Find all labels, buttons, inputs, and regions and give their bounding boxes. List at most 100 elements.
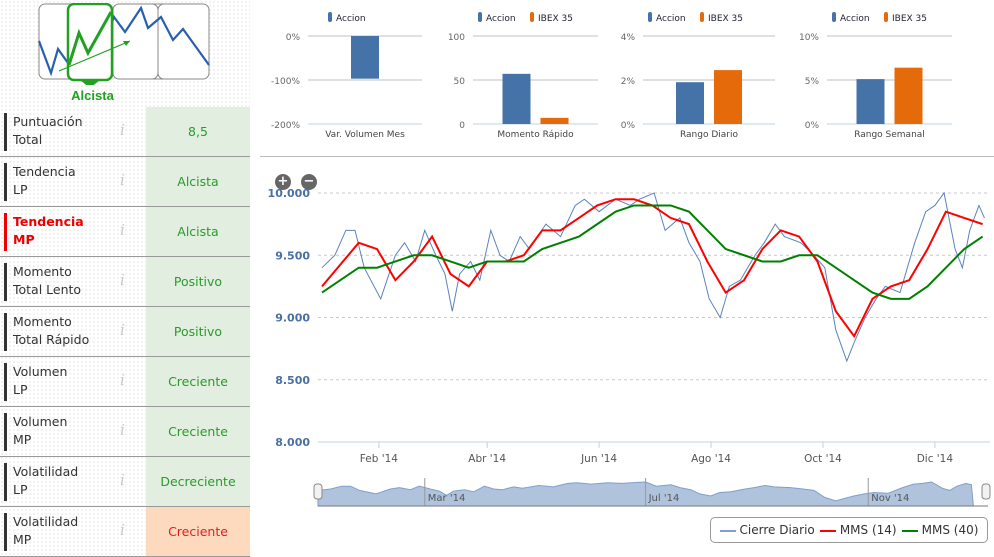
y-tick-label: 4% (621, 33, 636, 43)
navigator-handle-right[interactable] (981, 483, 991, 500)
bar-ibex-35 (894, 67, 923, 124)
zoom-in-button[interactable]: + (275, 174, 291, 190)
x-tick-label: Dic '14 (917, 453, 954, 465)
indicator-label: Volumen MP (4, 413, 124, 451)
navigator-handle-left[interactable] (313, 483, 323, 500)
label-line1: Puntuación (13, 114, 83, 129)
legend-swatch (819, 529, 836, 532)
info-icon[interactable]: i (120, 171, 125, 189)
indicator-row: Momento Total Rápido i Positivo (0, 307, 250, 357)
trend-label: Alcista (71, 88, 114, 103)
indicator-label: Momento Total Lento (4, 263, 124, 301)
label-line2: Total (13, 132, 43, 147)
legend-swatch (530, 12, 534, 22)
indicator-row: Volatilidad MP i Creciente (0, 507, 250, 557)
indicator-row: Volumen LP i Creciente (0, 357, 250, 407)
label-line2: LP (13, 382, 28, 397)
indicator-row: Volumen MP i Creciente (0, 407, 250, 457)
label-line2: MP (13, 532, 32, 547)
indicator-value: Creciente (146, 357, 250, 406)
label-line1: Volatilidad (13, 464, 79, 479)
indicator-value: Positivo (146, 257, 250, 306)
legend-label: IBEX 35 (892, 14, 927, 24)
bar-ibex-35 (540, 117, 569, 124)
legend-item-mms14[interactable]: MMS (14) (819, 523, 897, 537)
info-icon[interactable]: i (120, 121, 125, 139)
y-tick-label: -100% (271, 77, 300, 87)
label-line1: Momento (13, 314, 72, 329)
indicator-label: Volatilidad MP (4, 513, 124, 551)
legend-swatch (901, 529, 918, 532)
y-tick-label: 9.500 (275, 249, 310, 262)
bar-ibex-35 (714, 70, 742, 124)
legend-swatch (328, 12, 332, 22)
label-line1: Momento (13, 264, 72, 279)
indicator-row: Tendencia LP i Alcista (0, 157, 250, 207)
x-tick-label: Feb '14 (360, 453, 398, 465)
legend-item-cierre[interactable]: Cierre Diario (719, 523, 815, 537)
indicator-label: Tendencia MP (4, 213, 124, 251)
x-tick-label: Ago '14 (691, 453, 731, 465)
info-icon[interactable]: i (120, 521, 125, 539)
info-icon[interactable]: i (120, 321, 125, 339)
y-tick-label: 10.000 (268, 187, 311, 200)
info-icon[interactable]: i (120, 271, 125, 289)
series-cierre-diario (321, 191, 985, 363)
indicator-label: Volatilidad LP (4, 463, 124, 501)
legend-label: MMS (40) (921, 523, 979, 537)
indicator-label: Volumen LP (4, 363, 124, 401)
indicator-row: Tendencia MP i Alcista (0, 207, 250, 257)
chart-title: Var. Volumen Mes (325, 130, 405, 140)
info-icon[interactable]: i (120, 421, 125, 439)
info-icon[interactable]: i (120, 371, 125, 389)
label-line1: Volumen (13, 414, 68, 429)
x-tick-label: Jun '14 (580, 453, 617, 465)
x-tick-label: Abr '14 (468, 453, 506, 465)
label-line2: Total Lento (13, 282, 82, 297)
y-tick-label: 8.000 (275, 436, 310, 449)
label-line1: Volatilidad (13, 514, 79, 529)
y-tick-label: 100 (448, 33, 465, 43)
label-line2: LP (13, 182, 28, 197)
label-line1: Tendencia (13, 214, 84, 229)
y-tick-label: 5% (805, 77, 820, 87)
info-icon[interactable]: i (120, 471, 125, 489)
zoom-out-button[interactable]: − (301, 174, 317, 190)
label-line1: Tendencia (13, 164, 76, 179)
label-line2: Total Rápido (13, 332, 90, 347)
y-tick-label: 8.500 (275, 374, 310, 387)
legend-label: MMS (14) (839, 523, 897, 537)
x-tick-label: Oct '14 (804, 453, 842, 465)
label-line2: LP (13, 482, 28, 497)
chart-title: Rango Diario (680, 130, 739, 140)
mini-chart-1: 100 50 0 Accion IBEX 35 Momento Rápido (448, 12, 598, 140)
bar-accion (351, 36, 379, 79)
indicator-row: Momento Total Lento i Positivo (0, 257, 250, 307)
divider (260, 156, 994, 157)
indicator-value: Alcista (146, 157, 250, 206)
price-chart[interactable]: 10.000 9.500 9.000 8.500 8.000 Feb '14 Abr '14… (260, 160, 994, 515)
indicator-row: Puntuación Total i 8,5 (0, 107, 250, 157)
legend-item-mms40[interactable]: MMS (40) (901, 523, 979, 537)
legend-swatch (478, 12, 482, 22)
y-tick-label: 50 (454, 77, 466, 87)
bar-accion (502, 73, 531, 124)
label-line1: Volumen (13, 364, 68, 379)
legend-swatch (700, 12, 704, 22)
legend-label: Cierre Diario (739, 523, 815, 537)
bar-accion (676, 82, 704, 124)
indicator-row: Volatilidad LP i Decreciente (0, 457, 250, 507)
info-icon[interactable]: i (120, 221, 125, 239)
legend-swatch (832, 12, 836, 22)
y-tick-label: 2% (621, 77, 636, 87)
navigator-label: Nov '14 (871, 493, 909, 504)
label-line2: MP (13, 432, 32, 447)
indicator-value: Creciente (146, 407, 250, 456)
legend-label: Accion (486, 14, 516, 24)
navigator-label: Jul '14 (648, 493, 680, 504)
indicator-value: Creciente (146, 507, 250, 556)
mini-chart-2: 4% 2% 0% Accion IBEX 35 Rango Diario (621, 12, 775, 140)
indicator-value: 8,5 (146, 107, 250, 156)
mini-chart-3: 10% 5% 0% Accion IBEX 35 Rango Semanal (799, 12, 952, 140)
legend-label: Accion (656, 14, 686, 24)
